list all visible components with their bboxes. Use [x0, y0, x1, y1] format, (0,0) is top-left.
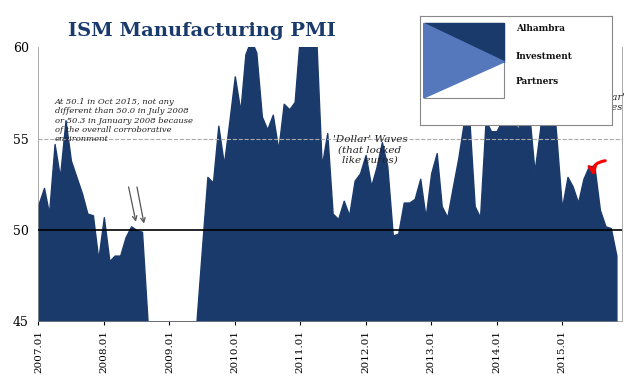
- Text: 'Dollar' Waves
(that looked
like euros): 'Dollar' Waves (that looked like euros): [333, 135, 408, 165]
- Text: Partners: Partners: [516, 77, 559, 86]
- Text: Alhambra: Alhambra: [516, 24, 565, 33]
- Polygon shape: [424, 24, 504, 98]
- Text: Investment: Investment: [516, 52, 573, 61]
- Text: 'Dollar'
Waves: 'Dollar' Waves: [589, 93, 625, 112]
- Text: At 50.1 in Oct 2015, not any
different than 50.0 in July 2008
or 50.3 in January: At 50.1 in Oct 2015, not any different t…: [54, 98, 192, 143]
- FancyBboxPatch shape: [424, 24, 504, 98]
- Polygon shape: [424, 24, 504, 62]
- Text: ISM Manufacturing PMI: ISM Manufacturing PMI: [68, 22, 335, 40]
